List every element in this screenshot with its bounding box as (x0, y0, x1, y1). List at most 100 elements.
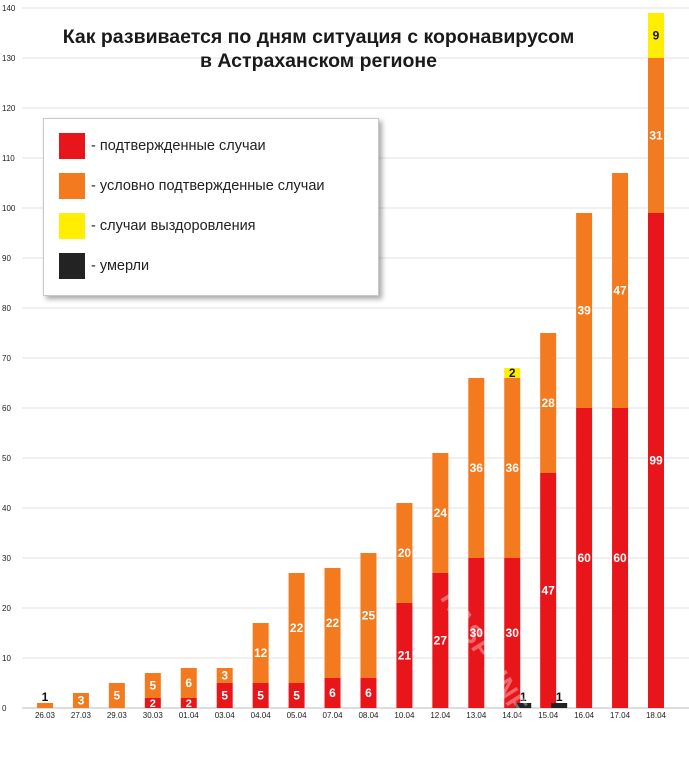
bar-segment (432, 573, 449, 708)
y-tick-label: 20 (2, 604, 11, 613)
y-tick-label: 90 (2, 254, 11, 263)
bar-segment (648, 213, 664, 708)
data-label: 36 (506, 461, 520, 475)
legend-label-deaths: - умерли (91, 258, 150, 274)
y-tick-label: 30 (2, 554, 11, 563)
bar-segment (252, 623, 269, 683)
x-tick-label: 29.03 (107, 711, 128, 720)
x-tick-label: 13.04 (466, 711, 487, 720)
legend-swatch-recovered (59, 213, 85, 239)
data-label: 9 (653, 29, 660, 43)
bar-segment (468, 558, 485, 708)
x-tick-label: 27.03 (71, 711, 92, 720)
bar-segment (504, 368, 521, 378)
x-tick-label: 04.04 (251, 711, 272, 720)
bar-segment (612, 173, 629, 408)
x-tick-label: 26.03 (35, 711, 56, 720)
data-label: 5 (114, 689, 121, 703)
bar-segment (144, 698, 161, 708)
y-tick-label: 40 (2, 504, 11, 513)
data-label: 1 (42, 690, 49, 704)
chart-title-line-2: в Астраханском регионе (199, 50, 438, 72)
bar-segment (648, 13, 664, 58)
bar-segment (504, 558, 521, 708)
data-label: 6 (185, 676, 192, 690)
chart-legend: - подтвержденные случаи - условно подтве… (43, 118, 379, 296)
bar-segment (504, 378, 521, 558)
bar-segment (360, 553, 377, 678)
bar-segment-deaths (515, 703, 532, 708)
legend-swatch-deaths (59, 253, 85, 279)
y-tick-label: 0 (2, 704, 7, 713)
data-label: 28 (541, 396, 555, 410)
data-label: 3 (221, 669, 228, 683)
data-label: 2 (186, 698, 192, 710)
data-label: 5 (149, 679, 156, 693)
data-label: 47 (541, 584, 555, 598)
data-label: 30 (506, 626, 520, 640)
data-label: 27 (434, 634, 448, 648)
data-label-deaths: 1 (556, 690, 563, 704)
x-tick-label: 14.04 (502, 711, 523, 720)
bar-segment (252, 683, 269, 708)
legend-label-probable: - условно подтвержденные случаи (91, 178, 325, 194)
x-tick-label: 03.04 (215, 711, 236, 720)
x-tick-label: 18.04 (646, 711, 667, 720)
y-tick-label: 80 (2, 304, 11, 313)
data-label: 5 (257, 689, 264, 703)
data-label: 31 (649, 129, 663, 143)
data-label: 6 (365, 686, 372, 700)
x-tick-label: 12.04 (430, 711, 451, 720)
data-label: 30 (470, 626, 484, 640)
bar-segment-deaths (551, 703, 568, 708)
bar-segment (396, 503, 413, 603)
y-tick-label: 110 (2, 154, 15, 163)
bar-segment (180, 668, 197, 698)
data-label: 12 (254, 646, 268, 660)
x-tick-label: 10.04 (394, 711, 415, 720)
bar-segment (576, 213, 593, 408)
bar-segment (468, 378, 485, 558)
bar-segment (648, 58, 664, 213)
y-tick-label: 100 (2, 204, 16, 213)
x-tick-label: 17.04 (610, 711, 631, 720)
data-label: 60 (613, 551, 627, 565)
bar-segment (432, 453, 449, 573)
x-tick-label: 15.04 (538, 711, 559, 720)
data-label: 2 (509, 366, 516, 380)
data-label: 22 (290, 621, 304, 635)
data-label: 21 (398, 649, 412, 663)
chart-title-line-1: Как развивается по дням ситуация с корон… (62, 26, 575, 48)
bar-segment (288, 683, 305, 708)
data-label: 6 (329, 686, 336, 700)
data-label: 5 (293, 689, 300, 703)
x-tick-label: 07.04 (323, 711, 344, 720)
bar-segment (396, 603, 413, 708)
y-tick-label: 140 (2, 4, 16, 13)
data-label: 25 (362, 609, 376, 623)
y-tick-label: 120 (2, 104, 16, 113)
bar-segment (612, 408, 629, 708)
data-label: 22 (326, 616, 340, 630)
y-tick-label: 60 (2, 404, 11, 413)
data-label: 39 (577, 304, 591, 318)
bar-segment (324, 568, 341, 678)
bar-segment (72, 693, 89, 708)
bar-segment (576, 408, 593, 708)
data-label: 5 (221, 689, 228, 703)
data-label: 24 (434, 506, 448, 520)
x-tick-label: 08.04 (358, 711, 379, 720)
x-tick-label: 30.03 (143, 711, 164, 720)
legend-swatch-confirmed (59, 133, 85, 159)
bar-segment (216, 668, 233, 683)
data-label: 60 (577, 551, 591, 565)
bar-segment (180, 698, 197, 708)
legend-swatch-probable (59, 173, 85, 199)
bar-segment (360, 678, 377, 708)
stacked-bar-chart: 010203040506070809010011012013014026.031… (2, 4, 689, 720)
bar-segment (324, 678, 341, 708)
x-tick-label: 05.04 (287, 711, 308, 720)
data-label: 20 (398, 546, 412, 560)
bar-segment (216, 683, 233, 708)
legend-item-confirmed: - подтвержденные случаи (59, 133, 266, 159)
